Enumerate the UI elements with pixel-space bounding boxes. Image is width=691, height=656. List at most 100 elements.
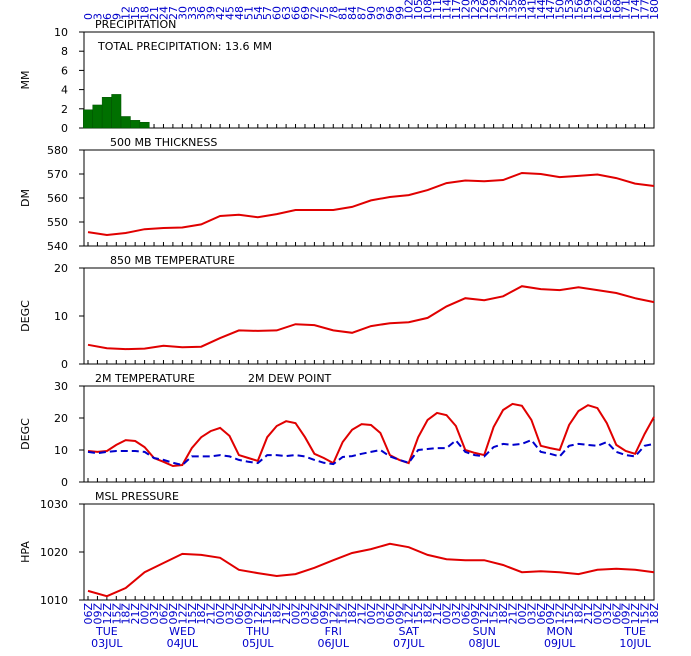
y-tick-label: 6 xyxy=(61,64,68,77)
y-tick-label: 2 xyxy=(61,103,68,116)
bottom-time-label: 12Z xyxy=(176,603,189,625)
top-hour-label: 180 xyxy=(648,0,661,20)
date-label: 08JUL xyxy=(468,637,500,650)
bottom-time-label: 15Z xyxy=(563,603,576,625)
bottom-time-label: 06Z xyxy=(459,603,472,625)
y-tick-label: 20 xyxy=(54,412,68,425)
y-tick-label: 0 xyxy=(61,122,68,135)
bottom-time-label: 09Z xyxy=(318,603,331,625)
top-hour-label: 57 xyxy=(261,6,274,20)
top-hour-label: 36 xyxy=(195,6,208,20)
top-hour-label: 6 xyxy=(101,13,114,20)
bottom-time-label: 21Z xyxy=(582,603,595,625)
panel-frame xyxy=(83,267,655,365)
bottom-time-label: 00Z xyxy=(591,603,604,625)
bottom-time-label: 15Z xyxy=(488,603,501,625)
day-label: TUE xyxy=(95,625,118,638)
bottom-time-label: 18Z xyxy=(497,603,510,625)
top-hour-label: 165 xyxy=(601,0,614,20)
bottom-time-label: 03Z xyxy=(601,603,614,625)
y-tick-label: 30 xyxy=(54,380,68,393)
bottom-time-label: 12Z xyxy=(403,603,416,625)
top-hour-label: 75 xyxy=(318,6,331,20)
bottom-time-label: 12Z xyxy=(327,603,340,625)
bottom-time-label: 06Z xyxy=(157,603,170,625)
bottom-time-label: 03Z xyxy=(224,603,237,625)
bottom-time-label: 21Z xyxy=(356,603,369,625)
y-tick-label: 10 xyxy=(54,310,68,323)
day-label: SAT xyxy=(398,625,419,638)
bottom-time-label: 09Z xyxy=(393,603,406,625)
date-label: 06JUL xyxy=(318,637,350,650)
bottom-time-label: 12Z xyxy=(629,603,642,625)
date-label: 04JUL xyxy=(167,637,199,650)
y-tick-label: 560 xyxy=(47,192,68,205)
top-hour-label: 129 xyxy=(488,0,501,20)
top-hour-label: 90 xyxy=(365,6,378,20)
top-hour-label: 21 xyxy=(148,6,161,20)
top-hour-label: 147 xyxy=(544,0,557,20)
bottom-time-label: 03Z xyxy=(374,603,387,625)
top-hour-label: 72 xyxy=(308,6,321,20)
precip-bar xyxy=(101,97,112,129)
bottom-time-label: 15Z xyxy=(412,603,425,625)
top-hour-label: 3 xyxy=(91,13,104,20)
bottom-time-label: 06Z xyxy=(82,603,95,625)
day-label: FRI xyxy=(325,625,342,638)
top-hour-label: 99 xyxy=(393,6,406,20)
bottom-time-label: 21Z xyxy=(507,603,520,625)
day-label: TUE xyxy=(623,625,646,638)
y-axis-label: HPA xyxy=(19,541,32,563)
bottom-time-label: 15Z xyxy=(337,603,350,625)
y-axis-label: MM xyxy=(19,71,32,90)
top-hour-label: 135 xyxy=(507,0,520,20)
y-tick-label: 4 xyxy=(61,84,68,97)
top-hour-label: 150 xyxy=(554,0,567,20)
bottom-time-label: 12Z xyxy=(478,603,491,625)
panel-title: MSL PRESSURE xyxy=(95,490,179,503)
bottom-time-label: 09Z xyxy=(544,603,557,625)
top-hour-label: 120 xyxy=(459,0,472,20)
top-hour-label: 156 xyxy=(573,0,586,20)
date-label: 10JUL xyxy=(619,637,651,650)
bottom-time-label: 03Z xyxy=(450,603,463,625)
panel-title: 500 MB THICKNESS xyxy=(110,136,217,149)
bottom-time-label: 06Z xyxy=(233,603,246,625)
top-hour-label: 84 xyxy=(346,6,359,20)
y-tick-label: 1020 xyxy=(40,546,68,559)
top-hour-label: 15 xyxy=(129,6,142,20)
bottom-time-label: 21Z xyxy=(129,603,142,625)
top-hour-label: 126 xyxy=(478,0,491,20)
top-hour-label: 69 xyxy=(299,6,312,20)
top-hour-label: 12 xyxy=(120,6,133,20)
top-hour-label: 48 xyxy=(233,6,246,20)
y-tick-label: 0 xyxy=(61,476,68,489)
bottom-time-label: 21Z xyxy=(205,603,218,625)
y-tick-label: 10 xyxy=(54,26,68,39)
bottom-time-label: 18Z xyxy=(573,603,586,625)
day-label: SUN xyxy=(473,625,496,638)
day-label: THU xyxy=(245,625,269,638)
panel-frame xyxy=(83,31,655,129)
bottom-time-label: 06Z xyxy=(384,603,397,625)
top-hour-label: 33 xyxy=(186,6,199,20)
bottom-time-label: 03Z xyxy=(299,603,312,625)
y-tick-label: 570 xyxy=(47,168,68,181)
top-hour-label: 159 xyxy=(582,0,595,20)
top-hour-label: 81 xyxy=(337,6,350,20)
bottom-time-label: 09Z xyxy=(167,603,180,625)
precip-bar xyxy=(130,120,141,129)
top-hour-label: 114 xyxy=(440,0,453,20)
top-hour-label: 174 xyxy=(629,0,642,20)
line-series xyxy=(87,285,655,351)
bottom-time-label: 18Z xyxy=(120,603,133,625)
top-hour-label: 66 xyxy=(290,6,303,20)
line-series xyxy=(87,438,655,467)
bottom-time-label: 06Z xyxy=(535,603,548,625)
top-hour-label: 63 xyxy=(280,6,293,20)
panel-frame xyxy=(83,503,655,601)
bottom-time-label: 06Z xyxy=(308,603,321,625)
precip-bar xyxy=(120,116,131,129)
top-hour-label: 162 xyxy=(591,0,604,20)
bottom-time-label: 06Z xyxy=(610,603,623,625)
